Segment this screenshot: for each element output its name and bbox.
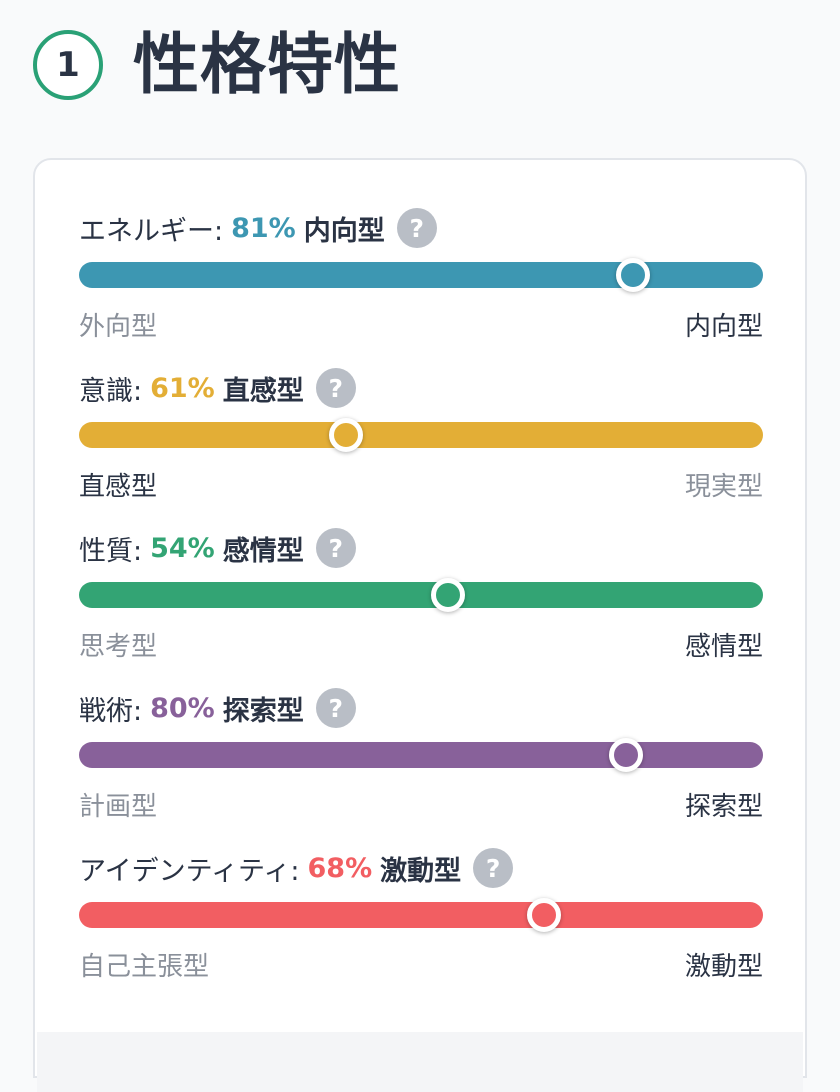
trait-type: 直感型 [222,375,304,407]
step-number-badge: 1 [33,30,103,100]
trait-type: 感情型 [222,535,304,567]
trait-right-pole: 探索型 [684,792,763,822]
trait-heading: 性質: 54% 感情型 ? [79,528,763,568]
trait-identity: アイデンティティ: 68% 激動型 ? 自己主張型 激動型 [79,848,763,982]
trait-tactics: 戦術: 80% 探索型 ? 計画型 探索型 [79,688,763,822]
trait-energy: エネルギー: 81% 内向型 ? 外向型 内向型 [79,208,763,342]
trait-slider-track [79,418,763,452]
trait-slider-thumb[interactable] [616,258,651,292]
traits-card: エネルギー: 81% 内向型 ? 外向型 内向型 意識: 61% 直感型 ? 直… [33,158,807,1092]
question-mark-icon[interactable]: ? [315,368,356,408]
trait-label: アイデンティティ: [79,855,300,887]
trait-label: 性質: [79,535,143,567]
trait-left-pole: 自己主張型 [79,952,210,982]
trait-label: エネルギー: [79,215,224,247]
section-title: 性格特性 [133,26,401,103]
trait-percent: 54% [150,532,215,564]
question-mark-icon[interactable]: ? [396,208,437,248]
trait-left-pole: 計画型 [79,792,158,822]
trait-heading: 意識: 61% 直感型 ? [79,368,763,408]
trait-slider-track [79,738,763,772]
trait-slider-track [79,258,763,292]
trait-type: 激動型 [380,855,462,887]
trait-right-pole: 激動型 [684,952,763,982]
question-mark-icon[interactable]: ? [315,528,356,568]
trait-slider-thumb[interactable] [328,418,363,452]
card-footer [37,1032,803,1092]
trait-left-pole: 思考型 [79,632,158,662]
trait-nature: 性質: 54% 感情型 ? 思考型 感情型 [79,528,763,662]
trait-percent: 81% [231,212,296,244]
trait-heading: アイデンティティ: 68% 激動型 ? [79,848,763,888]
question-mark-icon[interactable]: ? [473,848,514,888]
trait-right-pole: 現実型 [684,472,763,502]
trait-percent: 80% [150,692,215,724]
trait-slider-thumb[interactable] [431,578,466,612]
trait-right-pole: 内向型 [684,312,763,342]
trait-percent: 61% [150,372,215,404]
question-mark-icon[interactable]: ? [315,688,356,728]
trait-slider-track [79,898,763,932]
trait-heading: エネルギー: 81% 内向型 ? [79,208,763,248]
trait-slider-track [79,578,763,612]
trait-type: 探索型 [222,695,304,727]
trait-label: 意識: [79,375,143,407]
trait-percent: 68% [307,852,373,884]
trait-heading: 戦術: 80% 探索型 ? [79,688,763,728]
trait-left-pole: 外向型 [79,312,158,342]
trait-mind: 意識: 61% 直感型 ? 直感型 現実型 [79,368,763,502]
trait-slider-thumb[interactable] [527,898,562,932]
section-header: 1 性格特性 [33,30,401,100]
trait-label: 戦術: [79,695,143,727]
trait-left-pole: 直感型 [79,472,158,502]
trait-right-pole: 感情型 [684,632,763,662]
trait-type: 内向型 [303,215,385,247]
trait-slider-thumb[interactable] [609,738,644,772]
